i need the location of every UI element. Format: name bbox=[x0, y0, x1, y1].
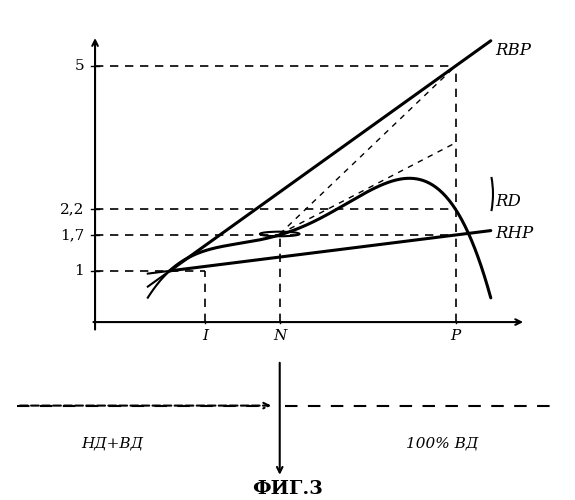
Text: P: P bbox=[450, 329, 461, 343]
Text: RD: RD bbox=[495, 193, 521, 210]
Text: RBP: RBP bbox=[495, 42, 531, 58]
Text: НД+ВД: НД+ВД bbox=[81, 437, 143, 451]
Text: I: I bbox=[202, 329, 208, 343]
Text: 5: 5 bbox=[74, 59, 84, 73]
Text: N: N bbox=[273, 329, 286, 343]
Text: ФИГ.3: ФИГ.3 bbox=[252, 480, 323, 498]
Text: 2,2: 2,2 bbox=[60, 202, 84, 216]
Text: 100% ВД: 100% ВД bbox=[406, 437, 478, 451]
Text: 1,7: 1,7 bbox=[60, 228, 84, 242]
Text: 1: 1 bbox=[74, 264, 84, 278]
Text: RHP: RHP bbox=[495, 225, 533, 242]
